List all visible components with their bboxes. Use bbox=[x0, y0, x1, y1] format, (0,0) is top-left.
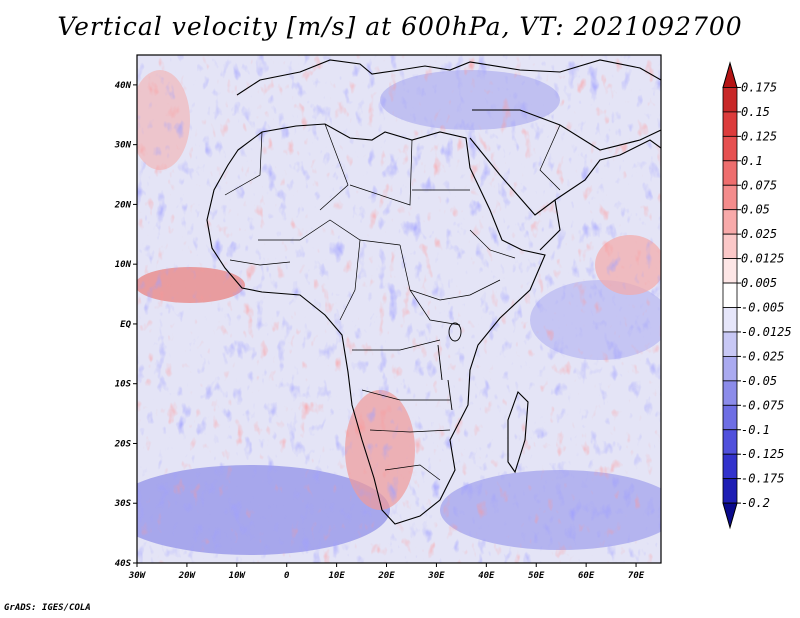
lon-label: 20E bbox=[377, 571, 395, 581]
grads-credit: GrADS: IGES/COLA bbox=[4, 603, 91, 613]
colorbar-swatch bbox=[722, 209, 738, 235]
colorbar-label: -0.05 bbox=[741, 374, 777, 388]
colorbar-swatch bbox=[722, 160, 738, 186]
colorbar-label: -0.0125 bbox=[741, 325, 792, 339]
lon-label: 10E bbox=[328, 571, 345, 581]
lon-label: 40E bbox=[478, 571, 495, 581]
colorbar-swatch bbox=[722, 355, 738, 382]
colorbar-label: -0.025 bbox=[741, 349, 784, 363]
colorbar-label: 0.15 bbox=[741, 105, 770, 119]
lon-axis: 30W 20W 10W 0 10E 20E 30E 40E 50E 60E 70E bbox=[128, 571, 645, 581]
colorbar-swatch bbox=[722, 233, 738, 259]
colorbar-swatch bbox=[722, 135, 738, 162]
lat-label: EQ bbox=[120, 320, 131, 330]
colorbar-label: 0.0125 bbox=[741, 252, 784, 266]
lat-label: 20N bbox=[114, 200, 132, 210]
map-panel bbox=[137, 55, 661, 563]
colorbar-arrow-top bbox=[722, 61, 738, 88]
colorbar-swatch bbox=[722, 111, 738, 137]
colorbar-label: 0.125 bbox=[741, 129, 777, 143]
colorbar-swatch bbox=[722, 429, 738, 455]
lat-axis: 40N 30N 20N 10N EQ 10S 20S 30S 40S bbox=[114, 81, 132, 569]
lon-label: 30E bbox=[427, 571, 445, 581]
colorbar-swatch bbox=[722, 453, 738, 480]
colorbar-label: -0.1 bbox=[741, 423, 770, 437]
coastlines bbox=[206, 59, 661, 525]
colorbar-label: 0.075 bbox=[741, 178, 777, 192]
map-frame bbox=[136, 54, 662, 564]
colorbar-label: 0.175 bbox=[741, 80, 777, 94]
lon-label: 50E bbox=[528, 571, 545, 581]
lon-label: 0 bbox=[284, 571, 290, 581]
colorbar-swatch bbox=[722, 184, 738, 211]
colorbar-label: 0.05 bbox=[741, 203, 770, 217]
colorbar-label: -0.075 bbox=[741, 398, 784, 412]
lon-label: 70E bbox=[628, 571, 645, 581]
lon-label: 20W bbox=[178, 571, 197, 581]
colorbar-swatch bbox=[722, 307, 738, 333]
colorbar-label: -0.2 bbox=[741, 496, 770, 510]
lon-label: 30W bbox=[128, 571, 147, 581]
colorbar-arrow-bottom bbox=[722, 502, 738, 530]
colorbar-swatch bbox=[722, 478, 738, 504]
lat-label: 30N bbox=[114, 141, 132, 151]
lat-label: 20S bbox=[114, 439, 132, 449]
country-borders bbox=[224, 123, 561, 481]
colorbar-swatch bbox=[722, 404, 738, 431]
colorbar-swatch bbox=[722, 282, 738, 308]
lat-label: 10S bbox=[115, 380, 132, 390]
lat-label: 10N bbox=[115, 260, 132, 270]
colorbar-label: 0.1 bbox=[741, 154, 763, 168]
chart-title: Vertical velocity [m/s] at 600hPa, VT: 2… bbox=[57, 12, 743, 41]
colorbar-label: -0.125 bbox=[741, 447, 784, 461]
colorbar-swatch bbox=[722, 331, 738, 357]
lat-label: 30S bbox=[114, 499, 132, 509]
colorbar-swatch bbox=[722, 380, 738, 406]
colorbar-label: -0.005 bbox=[741, 301, 784, 315]
colorbar-label: 0.005 bbox=[741, 276, 777, 290]
colorbar-swatch bbox=[722, 258, 738, 284]
colorbar-label: 0.025 bbox=[741, 227, 777, 241]
lat-label: 40S bbox=[115, 559, 132, 569]
lakes bbox=[437, 322, 462, 411]
colorbar-swatch bbox=[722, 87, 738, 113]
lon-label: 10W bbox=[229, 571, 247, 581]
colorbar-label: -0.175 bbox=[741, 472, 784, 486]
axis-ticks bbox=[133, 84, 637, 567]
colorbar: 0.175 0.15 0.125 0.1 0.075 0.05 0.025 0.0125 0.0… bbox=[722, 61, 792, 530]
lon-label: 60E bbox=[578, 571, 595, 581]
lat-label: 40N bbox=[115, 81, 132, 91]
